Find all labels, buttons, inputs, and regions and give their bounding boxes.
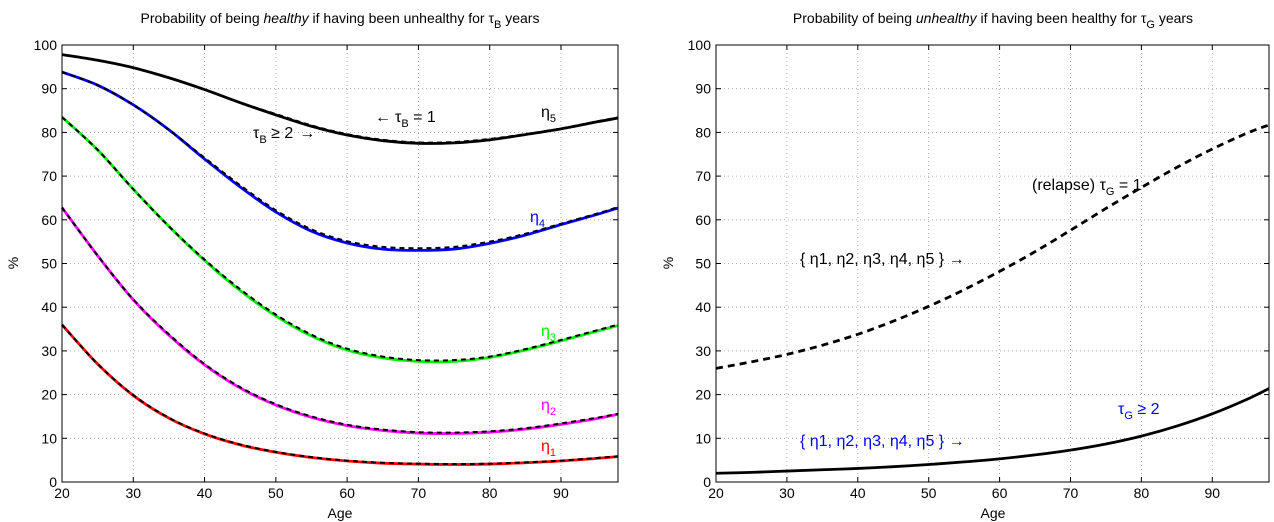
left-plot-frame (61, 44, 619, 483)
left-gridlines (62, 45, 618, 482)
x-tick-label: 90 (1204, 485, 1220, 501)
left-x-axis-label: Age (328, 505, 353, 521)
x-tick-label: 90 (553, 485, 569, 501)
y-tick-label: 100 (688, 37, 712, 53)
y-tick-label: 40 (695, 299, 711, 315)
y-tick-label: 50 (695, 256, 711, 272)
y-tick-label: 30 (41, 343, 57, 359)
series-line-0-dashed (61, 53, 619, 144)
right-chart: Probability of being unhealthy if having… (660, 10, 1270, 521)
y-tick-label: 10 (41, 430, 57, 446)
x-tick-label: 60 (339, 485, 355, 501)
y-tick-label: 10 (695, 430, 711, 446)
y-tick-label: 40 (41, 299, 57, 315)
series-line-1 (715, 387, 1270, 475)
right-chart-title: Probability of being unhealthy if having… (793, 10, 1193, 31)
y-tick-label: 80 (41, 124, 57, 140)
left-label-eta4: η4 (530, 209, 545, 230)
y-tick-label: 100 (34, 37, 58, 53)
left-annotation-tau-b-2: τB ≥ 2 → (253, 125, 315, 146)
x-tick-label: 30 (779, 485, 795, 501)
y-tick-label: 0 (49, 474, 57, 490)
left-label-eta1: η1 (541, 438, 556, 459)
y-tick-label: 20 (695, 387, 711, 403)
series-line-3-dashed (61, 206, 619, 434)
x-tick-label: 40 (197, 485, 213, 501)
x-tick-label: 40 (850, 485, 866, 501)
right-plot-frame (715, 44, 1270, 483)
series-line-2-dashed (61, 116, 619, 362)
x-tick-label: 50 (921, 485, 937, 501)
right-y-axis-label: % (660, 257, 676, 269)
series-line-0-solid (61, 53, 619, 145)
right-tick-labels: 20 30 40 50 60 70 80 90 0 10 20 30 40 50 60 70 80 90 100 (688, 37, 1269, 501)
x-tick-label: 50 (268, 485, 284, 501)
y-tick-label: 30 (695, 343, 711, 359)
x-tick-label: 20 (54, 485, 70, 501)
y-tick-label: 90 (695, 81, 711, 97)
left-chart: Probability of being healthy if having b… (5, 10, 619, 521)
series-line-4-dashed (61, 324, 619, 466)
right-gridlines (716, 45, 1269, 482)
y-tick-label: 60 (41, 212, 57, 228)
left-label-eta3: η3 (541, 323, 556, 344)
x-tick-label: 60 (992, 485, 1008, 501)
y-tick-label: 70 (41, 168, 57, 184)
left-tick-labels: 20 30 40 50 60 70 80 90 0 10 20 30 40 50 60 70 80 90 100 (34, 37, 618, 501)
x-tick-label: 70 (411, 485, 427, 501)
y-tick-label: 20 (41, 387, 57, 403)
left-label-eta5: η5 (541, 104, 556, 125)
left-y-axis-label: % (5, 257, 21, 269)
right-x-axis-label: Age (981, 505, 1006, 521)
right-annotation-tau-g-2: τG ≥ 2 (1118, 401, 1160, 422)
left-label-eta2: η2 (541, 397, 556, 418)
left-chart-title: Probability of being healthy if having b… (141, 10, 540, 31)
right-annotation-relapse: (relapse) τG = 1 (1032, 177, 1142, 198)
right-annotation-eta-set-solid: { η1, η2, η3, η4, η5 } → (800, 433, 965, 450)
left-annotation-tau-b-1: ← τB = 1 (375, 109, 436, 130)
y-tick-label: 50 (41, 256, 57, 272)
x-tick-label: 70 (1063, 485, 1079, 501)
y-tick-label: 90 (41, 81, 57, 97)
series-line-1-dashed (61, 71, 619, 250)
right-annotation-eta-set-dashed: { η1, η2, η3, η4, η5 } → (800, 251, 965, 268)
x-tick-label: 80 (482, 485, 498, 501)
y-tick-label: 80 (695, 124, 711, 140)
left-series-group (60, 53, 619, 466)
y-tick-label: 0 (703, 474, 711, 490)
x-tick-label: 30 (125, 485, 141, 501)
x-tick-label: 80 (1134, 485, 1150, 501)
x-tick-label: 20 (708, 485, 724, 501)
y-tick-label: 70 (695, 168, 711, 184)
series-line-0 (715, 123, 1270, 370)
y-tick-label: 60 (695, 212, 711, 228)
right-series-group (715, 123, 1270, 475)
